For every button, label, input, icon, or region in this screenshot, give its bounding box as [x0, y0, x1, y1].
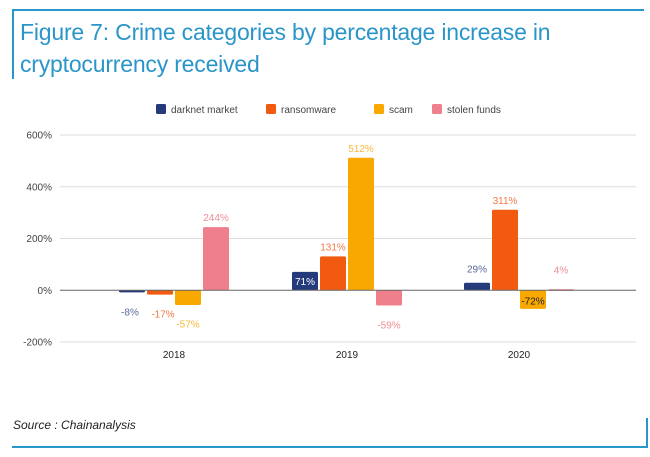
data-label: 311%: [493, 196, 518, 207]
legend-swatch-scam: [374, 104, 384, 114]
y-tick-label: 600%: [26, 131, 52, 142]
bar-stolen-funds-2019: [376, 290, 402, 306]
bar-scam-2018: [175, 290, 201, 305]
y-tick-label: -200%: [23, 338, 52, 349]
bar-stolen-funds-2018: [203, 227, 229, 291]
data-label: 131%: [320, 242, 346, 253]
y-tick-label: 0%: [38, 286, 53, 297]
y-axis-ticks: -200% 0% 200% 400% 600%: [23, 131, 52, 349]
x-category-label: 2019: [336, 350, 359, 361]
legend-swatch-ransomware: [266, 104, 276, 114]
data-label: -59%: [377, 320, 400, 331]
legend-label-ransomware: ransomware: [281, 105, 336, 116]
legend-swatch-stolen-funds: [432, 104, 442, 114]
legend-swatch-darknet-market: [156, 104, 166, 114]
figure-title: Figure 7: Crime categories by percentage…: [20, 19, 551, 77]
data-label: -72%: [521, 296, 544, 307]
bar-ransomware-2020: [492, 209, 518, 291]
data-label: -57%: [176, 319, 199, 330]
legend: darknet market ransomware scam stolen funds: [156, 104, 501, 116]
bar-scam-2020: [520, 290, 546, 309]
data-label: 244%: [203, 213, 229, 224]
bars: [119, 157, 574, 309]
data-label: -17%: [151, 309, 174, 320]
data-label: 512%: [348, 144, 374, 155]
x-category-label: 2020: [508, 350, 531, 361]
bar-darknet-market-2019: [292, 271, 318, 291]
y-tick-label: 400%: [26, 182, 52, 193]
data-label: 4%: [554, 265, 569, 276]
legend-label-darknet-market: darknet market: [171, 105, 238, 116]
x-axis-categories: 2018 2019 2020: [163, 350, 531, 361]
frame-right-border: [646, 418, 648, 448]
bar-ransomware-2019: [320, 256, 346, 291]
x-category-label: 2018: [163, 350, 186, 361]
frame-bottom-border: [12, 446, 648, 448]
data-labels: -8% -17%-57% 244% 71% 131% 512% -59% 29% 311% -72…: [121, 144, 568, 331]
data-label: 29%: [467, 265, 487, 276]
bar-darknet-market-2020: [464, 282, 490, 291]
frame-left-border: [12, 9, 14, 79]
legend-label-scam: scam: [389, 105, 413, 116]
y-tick-label: 200%: [26, 234, 52, 245]
source-note: Source : Chainanalysis: [13, 418, 136, 432]
bar-ransomware-2018: [147, 290, 173, 295]
data-label: 71%: [295, 277, 315, 288]
bar-darknet-market-2018: [119, 290, 145, 293]
frame-top-border: [12, 9, 644, 11]
bar-scam-2019: [348, 157, 374, 291]
legend-label-stolen-funds: stolen funds: [447, 105, 501, 116]
data-label: -8%: [121, 307, 139, 318]
